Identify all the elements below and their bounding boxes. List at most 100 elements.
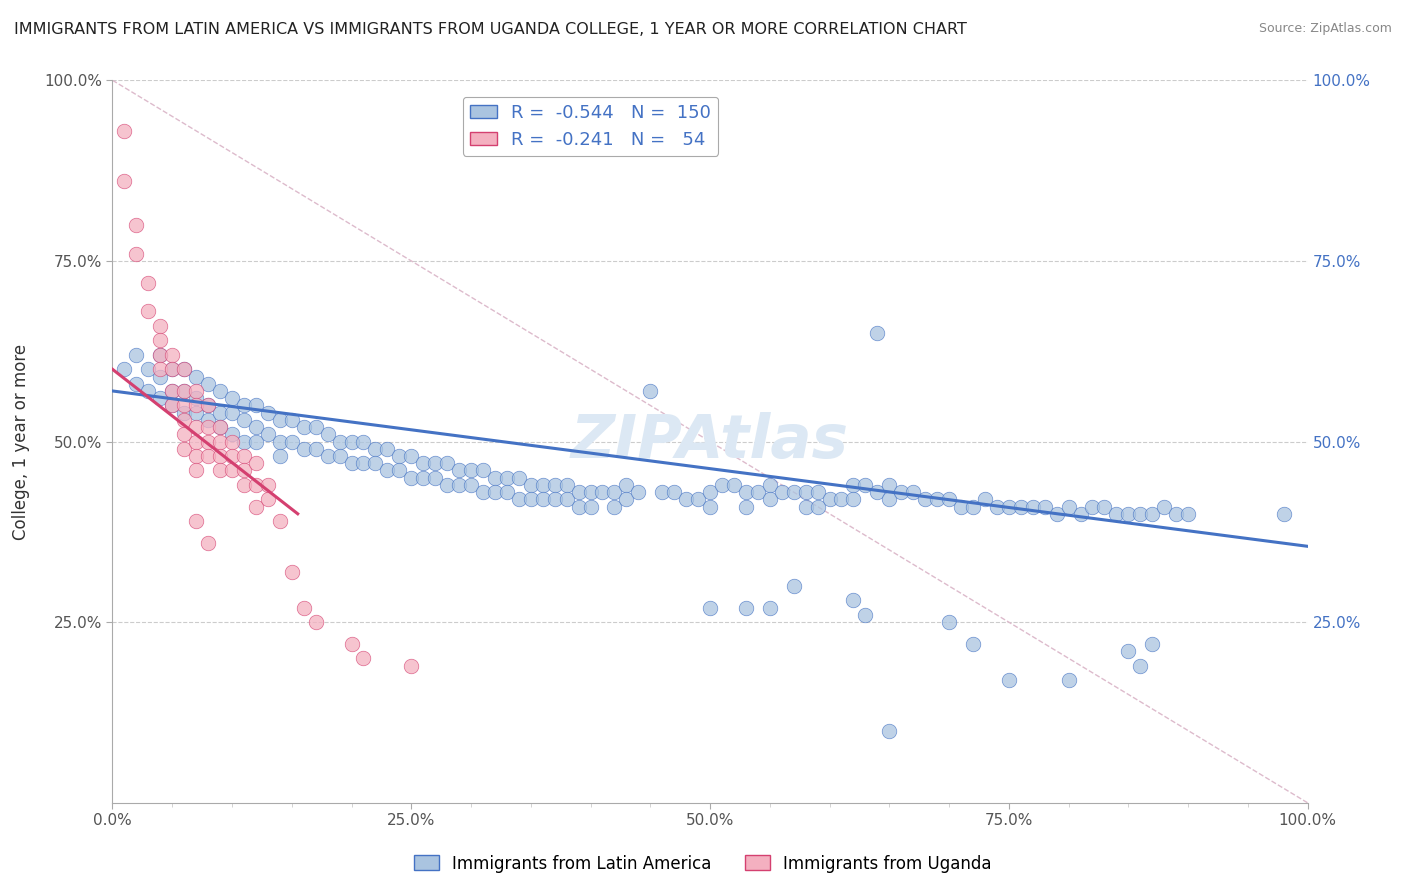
Point <box>496 470 519 484</box>
Point <box>436 478 458 492</box>
Point <box>425 470 447 484</box>
Point <box>209 384 232 398</box>
Point <box>735 500 758 514</box>
Point <box>1046 507 1069 521</box>
Point <box>1033 500 1056 514</box>
Point <box>233 413 256 427</box>
Point <box>447 463 470 477</box>
Point <box>186 391 208 405</box>
Point <box>1081 500 1104 514</box>
Point <box>221 449 243 463</box>
Point <box>114 362 135 376</box>
Point <box>1057 500 1080 514</box>
Point <box>149 391 172 405</box>
Point <box>412 470 434 484</box>
Point <box>484 470 506 484</box>
Point <box>711 478 734 492</box>
Point <box>1153 500 1175 514</box>
Point <box>162 348 183 362</box>
Point <box>950 500 973 514</box>
Point <box>1118 507 1140 521</box>
Point <box>782 485 804 500</box>
Point <box>149 362 172 376</box>
Point <box>197 398 219 412</box>
Point <box>603 500 626 514</box>
Point <box>627 485 650 500</box>
Point <box>818 492 841 507</box>
Point <box>209 420 232 434</box>
Point <box>257 492 280 507</box>
Point <box>186 369 208 384</box>
Point <box>186 449 208 463</box>
Point <box>221 434 243 449</box>
Point <box>138 384 160 398</box>
Point <box>173 413 195 427</box>
Point <box>173 384 195 398</box>
Point <box>292 442 315 456</box>
Point <box>233 463 256 477</box>
Text: IMMIGRANTS FROM LATIN AMERICA VS IMMIGRANTS FROM UGANDA COLLEGE, 1 YEAR OR MORE : IMMIGRANTS FROM LATIN AMERICA VS IMMIGRA… <box>14 22 967 37</box>
Point <box>125 246 148 260</box>
Point <box>1010 500 1032 514</box>
Point <box>281 565 304 579</box>
Point <box>938 492 960 507</box>
Point <box>125 376 148 391</box>
Point <box>555 478 578 492</box>
Point <box>855 478 877 492</box>
Y-axis label: College, 1 year or more: College, 1 year or more <box>13 343 30 540</box>
Point <box>842 593 865 607</box>
Text: Source: ZipAtlas.com: Source: ZipAtlas.com <box>1258 22 1392 36</box>
Point <box>1118 644 1140 658</box>
Point <box>579 485 602 500</box>
Point <box>197 434 219 449</box>
Point <box>257 427 280 442</box>
Point <box>531 492 554 507</box>
Point <box>759 478 782 492</box>
Point <box>794 500 817 514</box>
Point <box>233 398 256 412</box>
Point <box>209 434 232 449</box>
Point <box>245 420 267 434</box>
Point <box>447 478 470 492</box>
Point <box>173 406 195 420</box>
Point <box>1070 507 1092 521</box>
Point <box>879 723 901 738</box>
Point <box>831 492 853 507</box>
Point <box>173 362 195 376</box>
Point <box>616 492 638 507</box>
Point <box>233 449 256 463</box>
Point <box>269 449 291 463</box>
Point <box>927 492 949 507</box>
Point <box>316 427 339 442</box>
Point <box>245 456 267 470</box>
Point <box>186 384 208 398</box>
Point <box>162 398 183 412</box>
Point <box>699 500 721 514</box>
Point <box>592 485 614 500</box>
Point <box>173 442 195 456</box>
Point <box>377 442 399 456</box>
Point <box>735 485 758 500</box>
Point <box>723 478 745 492</box>
Point <box>579 500 602 514</box>
Point <box>938 615 960 630</box>
Point <box>257 406 280 420</box>
Point <box>186 514 208 528</box>
Point <box>1129 658 1152 673</box>
Point <box>162 398 183 412</box>
Point <box>531 478 554 492</box>
Point <box>903 485 925 500</box>
Point <box>484 485 506 500</box>
Point <box>149 348 172 362</box>
Point <box>340 637 363 651</box>
Point <box>520 492 543 507</box>
Point <box>149 348 172 362</box>
Point <box>197 376 219 391</box>
Point <box>879 478 901 492</box>
Point <box>138 304 160 318</box>
Point <box>555 492 578 507</box>
Point <box>688 492 710 507</box>
Point <box>305 442 328 456</box>
Point <box>412 456 434 470</box>
Point <box>125 218 148 232</box>
